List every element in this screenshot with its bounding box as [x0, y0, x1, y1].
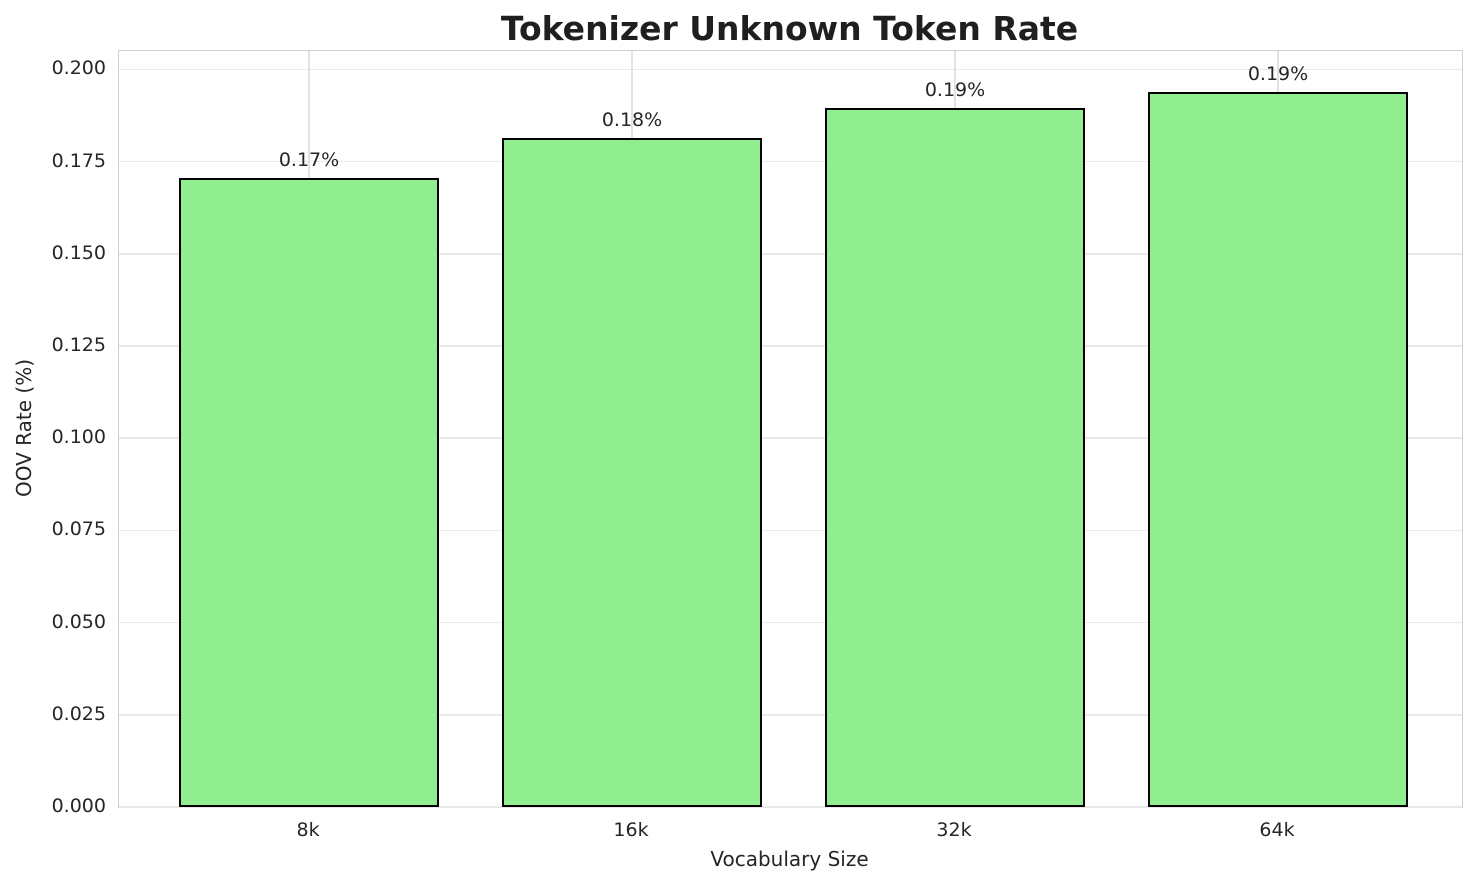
- bar-8k: [179, 178, 440, 807]
- gridline-horizontal: [119, 253, 1462, 255]
- y-tick-label: 0.050: [51, 610, 106, 633]
- bar-64k: [1148, 91, 1408, 807]
- gridline-horizontal: [119, 529, 1462, 532]
- y-tick-label: 0.150: [51, 241, 106, 264]
- y-tick-label: 0.125: [51, 334, 106, 357]
- bar-value-label: 0.17%: [278, 149, 340, 172]
- gridline-horizontal: [119, 806, 1462, 808]
- gridline-horizontal: [119, 68, 1462, 71]
- x-axis-label: Vocabulary Size: [710, 847, 869, 871]
- y-tick-label: 0.175: [51, 149, 106, 172]
- y-tick-label: 0.075: [51, 518, 106, 541]
- bar-value-label: 0.19%: [924, 79, 986, 102]
- x-tick-label: 8k: [296, 819, 320, 841]
- y-tick-label: 0.200: [51, 57, 106, 80]
- y-tick-label: 0.100: [51, 426, 106, 449]
- gridline-horizontal: [119, 437, 1462, 439]
- gridline-horizontal: [119, 714, 1462, 716]
- gridline-horizontal: [119, 345, 1462, 347]
- gridline-horizontal: [119, 160, 1462, 163]
- chart-title: Tokenizer Unknown Token Rate: [500, 9, 1079, 48]
- x-tick-label: 64k: [1259, 819, 1295, 841]
- y-tick-label: 0.025: [51, 702, 106, 725]
- bar-value-label: 0.18%: [601, 108, 663, 131]
- gridline-horizontal: [119, 621, 1462, 624]
- bar-32k: [825, 108, 1086, 807]
- y-tick-label: 0.000: [51, 795, 106, 817]
- plot-area: 0.17% 0.18% 0.19% 0.19%: [118, 50, 1463, 808]
- x-tick-label: 32k: [936, 819, 972, 841]
- bar-16k: [502, 137, 763, 807]
- bar-value-label: 0.19%: [1247, 62, 1309, 85]
- x-tick-label: 16k: [613, 819, 649, 841]
